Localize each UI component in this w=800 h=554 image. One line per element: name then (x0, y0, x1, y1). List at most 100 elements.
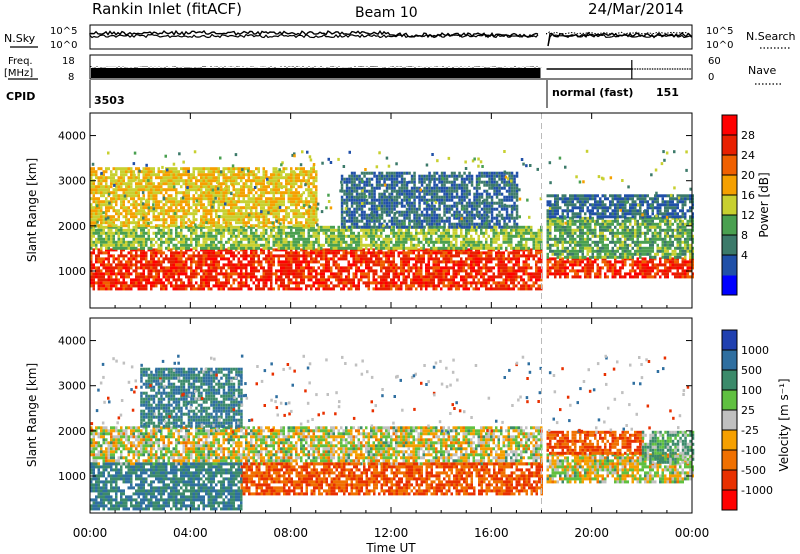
velocity-colorbar-swatch-4 (722, 410, 737, 431)
velocity-band-1 (240, 462, 543, 496)
power-colorbar-swatch-0 (722, 275, 737, 296)
velocity-band-5 (546, 430, 644, 455)
velocity-colorbar-tick-2: 100 (741, 384, 762, 397)
power-colorbar-swatch-8 (722, 115, 737, 136)
velocity-colorbar-swatch-5 (722, 390, 737, 411)
power-colorbar-tick-5: 8 (741, 229, 748, 242)
power-panel: 1000 2000 3000 4000 Slant Range [km] (25, 112, 694, 309)
freq-label: Freq. (8, 56, 33, 67)
power-band-4 (546, 257, 694, 279)
power-band-0 (90, 248, 543, 291)
velocity-ylabel: Slant Range [km] (25, 363, 39, 467)
y-tick-label-3: 4000 (58, 130, 86, 143)
power-colorbar: 28 24 20 16 12 8 4 Power [dB] (721, 114, 771, 296)
velocity-colorbar-swatch-8 (722, 330, 737, 351)
velocity-band-6 (641, 430, 695, 464)
velocity-colorbar-swatch-3 (722, 430, 737, 451)
velocity-colorbar-tick-7: -1000 (741, 484, 773, 497)
power-colorbar-tick-6: 4 (741, 249, 748, 262)
power-colorbar-swatch-7 (722, 135, 737, 156)
nave-tick-bottom: 0 (708, 72, 714, 83)
velocity-colorbar-swatch-2 (722, 450, 737, 471)
velocity-panel: 1000 2000 3000 4000 Slant Range [km] (25, 317, 695, 514)
velocity-colorbar-tick-1: 500 (741, 364, 762, 377)
nsearch-trace (546, 31, 691, 35)
velocity-band-0 (90, 426, 543, 466)
time-tick-label-2: 08:00 (273, 526, 308, 540)
y-tick-label-0: 1000 (58, 470, 86, 483)
nsearch-tick-top: 10^5 (706, 26, 733, 37)
velocity-colorbar-label: Velocity [m s⁻¹] (777, 378, 791, 471)
y-tick-label-2: 3000 (58, 380, 86, 393)
velocity-colorbar: 1000 500 100 25 -25 -100 -500 -1000 Velocity [m… (721, 329, 791, 511)
power-colorbar-tick-1: 24 (741, 149, 755, 162)
velocity-scatter (90, 354, 690, 434)
velocity-colorbar-tick-4: -25 (741, 424, 759, 437)
y-tick-label-0: 1000 (58, 265, 86, 278)
power-band-2 (90, 167, 318, 228)
time-tick-label-5: 20:00 (574, 526, 609, 540)
nsearch-label: N.Search (746, 30, 796, 43)
freq-panel: Freq. [MHz] 18 8 60 0 Nave (4, 54, 782, 85)
velocity-colorbar-tick-6: -500 (741, 464, 766, 477)
velocity-colorbar-tick-3: 25 (741, 404, 755, 417)
nsearch-tick-bottom: 10^0 (706, 40, 733, 51)
power-colorbar-swatch-4 (722, 195, 737, 216)
cpid-value-2: normal (fast) (552, 86, 633, 99)
station-title: Rankin Inlet (fitACF) (92, 0, 242, 18)
nsky-trace-2 (89, 33, 693, 47)
y-tick-label-2: 3000 (58, 175, 86, 188)
nsky-tick-top: 10^5 (50, 26, 77, 37)
power-ylabel: Slant Range [km] (25, 158, 39, 262)
x-axis-label: Time UT (365, 541, 416, 554)
power-colorbar-tick-2: 20 (741, 169, 755, 182)
velocity-band-2 (90, 462, 243, 511)
cpid-value-1: 3503 (94, 94, 125, 107)
freq-tick-top: 18 (62, 56, 75, 67)
velocity-colorbar-swatch-7 (722, 350, 737, 371)
power-band-6 (546, 194, 694, 219)
power-colorbar-swatch-3 (722, 215, 737, 236)
nsky-panel: N.Sky 10^5 10^0 10^5 10^0 N.Search (4, 24, 796, 51)
freq-unit-label: [MHz] (4, 68, 33, 79)
nsky-tick-bottom: 10^0 (50, 40, 77, 51)
cpid-label: CPID (6, 90, 35, 103)
velocity-colorbar-tick-0: 1000 (741, 344, 769, 357)
velocity-colorbar-swatch-6 (722, 370, 737, 391)
power-colorbar-swatch-1 (722, 255, 737, 276)
cpid-value-3: 151 (656, 86, 679, 99)
power-band-3 (340, 171, 519, 229)
power-colorbar-swatch-5 (722, 175, 737, 196)
y-tick-label-3: 4000 (58, 335, 86, 348)
power-colorbar-label: Power [dB] (757, 172, 771, 237)
velocity-colorbar-swatch-0 (722, 490, 737, 511)
velocity-band-3 (140, 367, 243, 428)
nave-label: Nave (748, 64, 776, 77)
time-tick-label-6: 00:00 (675, 526, 710, 540)
time-tick-label-4: 16:00 (474, 526, 509, 540)
date-title: 24/Mar/2014 (588, 0, 684, 18)
time-tick-label-3: 12:00 (374, 526, 409, 540)
cpid-row: CPID 3503 normal (fast) 151 (6, 80, 679, 108)
velocity-colorbar-tick-5: -100 (741, 444, 766, 457)
power-colorbar-swatch-2 (722, 235, 737, 256)
nsky-label: N.Sky (4, 32, 36, 45)
velocity-colorbar-swatch-1 (722, 470, 737, 491)
y-tick-label-1: 2000 (58, 425, 86, 438)
power-band-5 (546, 216, 694, 259)
freq-tick-bottom: 8 (68, 72, 74, 83)
power-colorbar-tick-4: 12 (741, 209, 755, 222)
nave-tick-top: 60 (708, 56, 721, 67)
power-band-1 (90, 225, 543, 250)
power-scatter (91, 149, 692, 229)
beam-title: Beam 10 (355, 5, 418, 21)
freq-band-edge (90, 66, 542, 68)
time-tick-label-1: 04:00 (173, 526, 208, 540)
y-tick-label-1: 2000 (58, 220, 86, 233)
power-colorbar-tick-0: 28 (741, 129, 755, 142)
power-colorbar-tick-3: 16 (741, 189, 755, 202)
time-tick-label-0: 00:00 (73, 526, 108, 540)
power-colorbar-swatch-6 (722, 155, 737, 176)
freq-band (91, 68, 541, 78)
